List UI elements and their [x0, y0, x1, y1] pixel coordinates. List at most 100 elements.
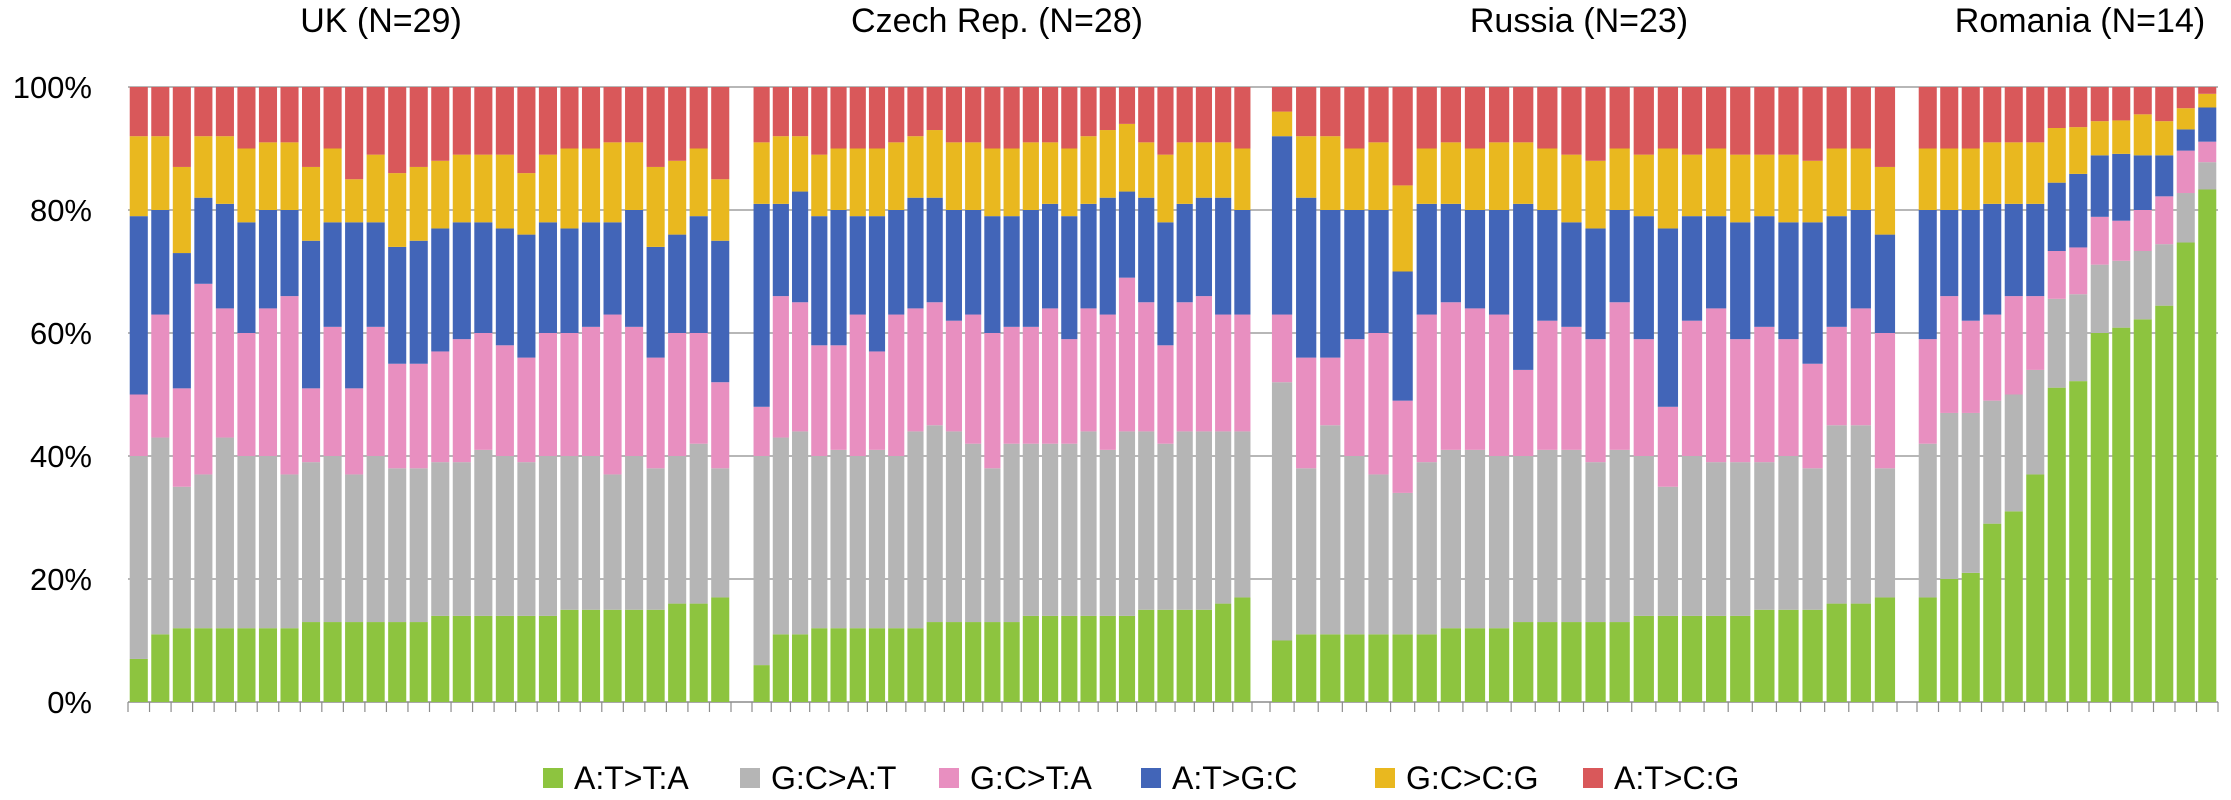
bar-segment: [1234, 314, 1251, 432]
bar-segment: [1681, 154, 1703, 217]
y-tick-label: 40%: [30, 439, 92, 474]
bar-segment: [689, 87, 708, 149]
bar-segment: [323, 326, 342, 456]
bar-segment: [646, 87, 665, 167]
y-tick-label: 80%: [30, 193, 92, 228]
bar-segment: [1392, 400, 1413, 493]
bar-segment: [689, 216, 708, 333]
bar-segment: [1657, 87, 1679, 149]
bar-segment: [772, 136, 789, 204]
bar-segment: [172, 87, 191, 167]
bar-segment: [1080, 203, 1097, 309]
bar-segment: [1561, 326, 1582, 450]
legend-item: A:T>T:A: [543, 760, 689, 796]
bar-segment: [1940, 87, 1959, 149]
bar-segment: [2047, 387, 2066, 702]
bar-segment: [388, 173, 407, 247]
bar-segment: [1961, 412, 1980, 573]
bar-segment: [1585, 622, 1606, 702]
bar-segment: [1234, 597, 1251, 702]
bar-segment: [2047, 251, 2066, 299]
bar-segment: [237, 456, 256, 629]
bar-segment: [409, 87, 428, 167]
bar-segment: [792, 431, 809, 635]
bar-segment: [792, 87, 809, 137]
bar-segment: [538, 615, 557, 702]
bar-segment: [1513, 87, 1534, 143]
bar-segment: [1940, 148, 1959, 210]
bar-segment: [172, 628, 191, 702]
bar-segment: [1138, 302, 1155, 432]
bar-segment: [409, 622, 428, 702]
bar-segment: [1296, 136, 1317, 198]
bar-segment: [560, 333, 579, 456]
bar-segment: [1392, 271, 1413, 401]
bar-segment: [2090, 155, 2109, 217]
bar-segment: [811, 456, 828, 629]
bar-segment: [1234, 210, 1251, 315]
bar-segment: [1195, 296, 1212, 432]
bar-segment: [1561, 87, 1582, 155]
bar-segment: [129, 456, 148, 659]
bar-segment: [2026, 203, 2045, 297]
legend-swatch: [1375, 768, 1395, 788]
bar-segment: [345, 474, 364, 623]
bar-segment: [965, 443, 982, 623]
bar-segment: [1754, 154, 1775, 217]
bar-segment: [280, 210, 299, 297]
bar-segment: [1706, 216, 1727, 309]
bar-segment: [560, 609, 579, 702]
bar-segment: [849, 148, 866, 217]
legend-swatch: [939, 768, 959, 788]
bar-segment: [452, 154, 471, 223]
legend-item: A:T>G:C: [1141, 760, 1297, 796]
bar-segment: [1488, 628, 1510, 702]
bar-segment: [888, 210, 905, 315]
bar-segment: [926, 622, 943, 702]
bar-segment: [280, 296, 299, 475]
bar-segment: [1754, 609, 1775, 702]
bar-segment: [1826, 216, 1847, 327]
bar-segment: [1561, 154, 1582, 223]
bar-segment: [603, 474, 622, 610]
bar-segment: [868, 628, 886, 702]
y-axis: 0% 20% 40% 60% 80% 100%: [13, 70, 92, 720]
bar-segment: [2176, 242, 2195, 702]
bar-segment: [1118, 123, 1136, 192]
bar-segment: [1802, 468, 1823, 610]
bar-segment: [1940, 296, 1959, 413]
bar-segment: [625, 210, 644, 327]
bar-segment: [280, 142, 299, 210]
bar-segment: [1061, 148, 1078, 217]
bar-segment: [1195, 87, 1212, 143]
bar-segment: [1730, 222, 1751, 340]
bar-segment: [1464, 308, 1486, 450]
bar-segment: [1368, 142, 1389, 210]
bar-segment: [830, 148, 847, 210]
bar-segment: [1706, 615, 1727, 702]
bar-segment: [323, 222, 342, 327]
bar-segment: [581, 87, 601, 149]
bar-segment: [772, 634, 789, 702]
bar-segment: [1754, 326, 1775, 463]
bar-segment: [302, 87, 321, 167]
bar-segment: [1042, 443, 1059, 616]
y-tick-label: 60%: [30, 316, 92, 351]
bar-segment: [151, 136, 170, 210]
bar-segment: [1195, 431, 1212, 610]
panel-bars: [1916, 87, 2219, 712]
bar-segment: [1802, 363, 1823, 469]
bar-segment: [668, 160, 687, 235]
bar-segment: [1585, 160, 1606, 229]
bar-segment: [945, 622, 962, 702]
bar-segment: [1754, 462, 1775, 610]
bar-segment: [517, 87, 536, 174]
bar-segment: [409, 468, 428, 623]
bar-segment: [711, 382, 730, 469]
bar-segment: [1983, 400, 2002, 524]
bar-segment: [2004, 203, 2023, 297]
bar-segment: [2112, 120, 2131, 154]
bar-segment: [1440, 449, 1461, 629]
bar-segment: [1681, 87, 1703, 155]
bar-segment: [2198, 141, 2217, 163]
